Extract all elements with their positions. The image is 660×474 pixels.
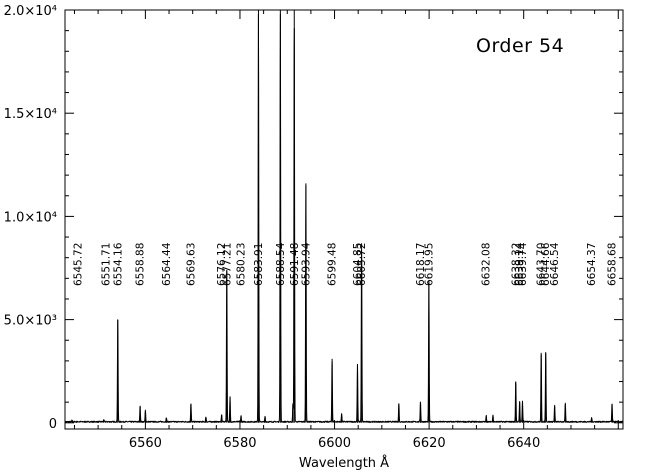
y-tick-label: 1.0×10⁴ [4,210,57,225]
line-id-label: 6639.14 [514,242,526,286]
line-id-label: 6599.48 [327,243,339,286]
line-id-label: 6646.54 [549,242,561,286]
line-id-label: 6619.95 [423,243,435,286]
line-id-label: 6576.12 [216,243,228,286]
line-id-label: 6658.68 [607,243,619,286]
x-axis-label: Wavelength Å [299,455,389,471]
x-tick-label: 6580 [223,436,256,451]
line-id-label: 6564.44 [161,242,173,286]
line-id-label: 6551.71 [101,243,113,286]
plot-frame [64,9,624,430]
line-id-label: 6618.17 [415,243,427,286]
y-tick-label: 1.5×10⁴ [4,107,57,122]
line-id-label: 6644.66 [540,242,552,286]
line-id-label: 6580.23 [236,243,248,286]
x-axis-ticks: 6560 6580 6600 6620 6640 [73,10,619,451]
line-id-label: 6554.16 [112,242,124,286]
y-tick-label: 5.0×10³ [4,314,57,329]
x-tick-label: 6600 [318,436,351,451]
y-axis-ticks: 0 5.0×10³ 1.0×10⁴ 1.5×10⁴ 2.0×10⁴ [4,4,623,432]
line-id-label: 6639.74 [517,242,529,286]
x-tick-label: 6640 [507,436,540,451]
line-id-label: 6632.08 [481,243,493,286]
order-annotation: Order 54 [476,35,564,57]
line-id-label: 6577.21 [221,243,233,286]
y-tick-label: 2.0×10⁴ [4,4,57,19]
line-id-label: 6545.72 [72,243,84,286]
line-id-label: 6569.63 [185,243,197,286]
line-id-label: 6558.88 [135,243,147,286]
x-tick-label: 6620 [413,436,446,451]
spectrum-series [64,10,624,423]
line-id-label: 6654.37 [586,243,598,286]
spectrum-trace [64,13,624,423]
line-id-label: 6643.70 [536,243,548,286]
line-id-label: 6638.32 [510,243,522,286]
line-id-labels: 6545.72 6551.71 6554.16 6558.88 6564.44 6569.… [72,242,618,286]
y-tick-label: 0 [49,417,57,432]
x-tick-label: 6560 [129,436,162,451]
